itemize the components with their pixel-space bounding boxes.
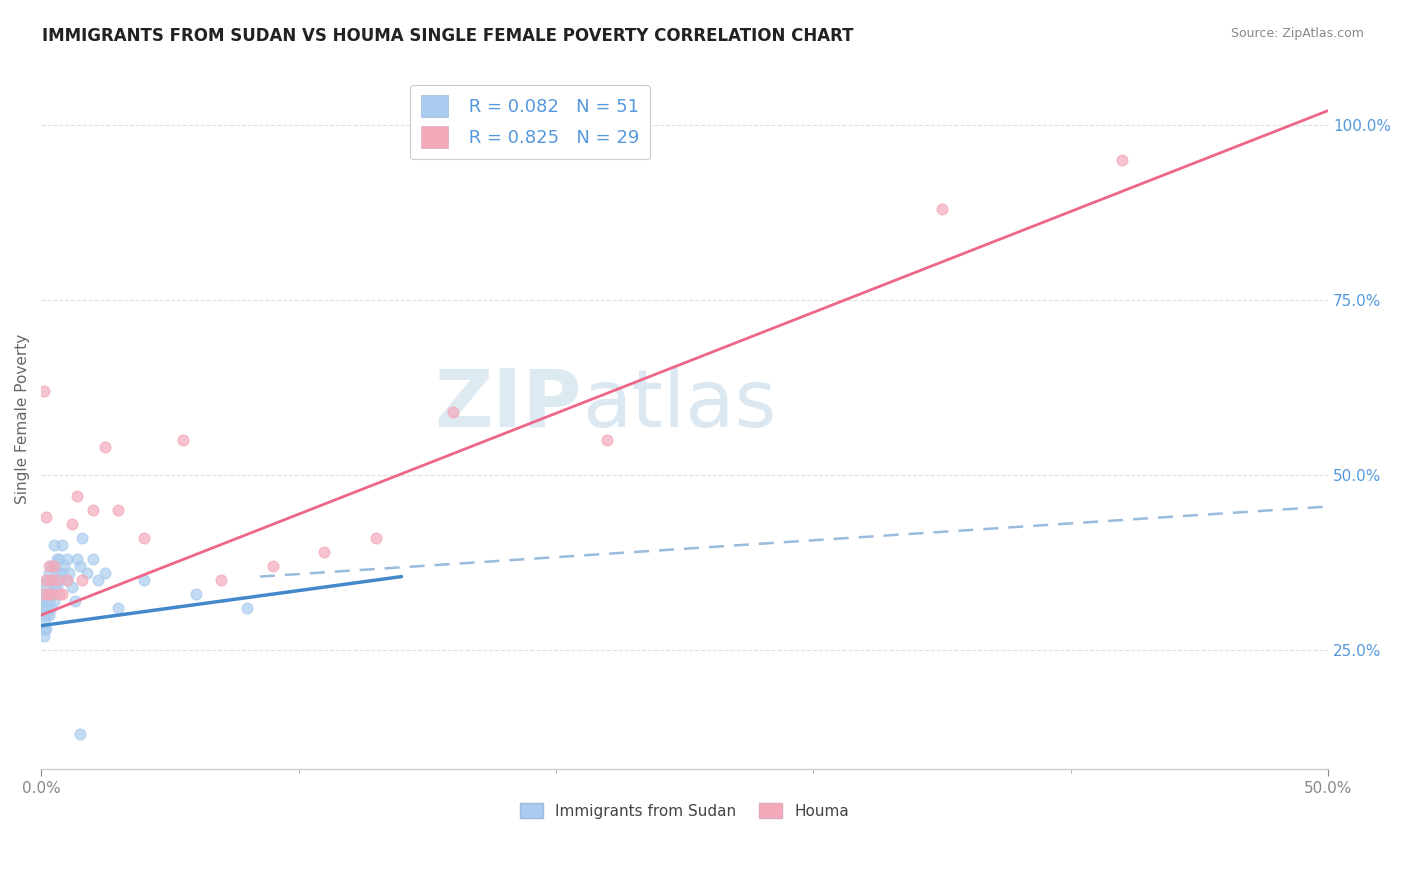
Text: ZIP: ZIP xyxy=(434,366,582,444)
Point xyxy=(35,573,58,587)
Point xyxy=(35,573,58,587)
Point xyxy=(931,202,953,216)
Point xyxy=(63,594,86,608)
Point xyxy=(35,510,58,524)
Point xyxy=(66,489,89,503)
Point xyxy=(32,601,55,615)
Point xyxy=(35,601,58,615)
Point xyxy=(184,587,207,601)
Point xyxy=(35,594,58,608)
Point xyxy=(262,559,284,574)
Point xyxy=(51,538,73,552)
Point xyxy=(42,559,65,574)
Point xyxy=(132,573,155,587)
Point xyxy=(38,608,60,623)
Point xyxy=(45,552,67,566)
Point xyxy=(172,433,194,447)
Point xyxy=(38,566,60,580)
Point xyxy=(69,559,91,574)
Point xyxy=(48,573,70,587)
Point xyxy=(42,559,65,574)
Point xyxy=(41,587,63,601)
Point xyxy=(94,566,117,580)
Point xyxy=(41,601,63,615)
Point xyxy=(45,566,67,580)
Point xyxy=(364,531,387,545)
Point xyxy=(94,440,117,454)
Point xyxy=(87,573,110,587)
Point xyxy=(41,573,63,587)
Point xyxy=(38,559,60,574)
Point xyxy=(60,516,83,531)
Point xyxy=(1111,153,1133,167)
Point xyxy=(32,615,55,629)
Point xyxy=(48,552,70,566)
Point xyxy=(42,594,65,608)
Point xyxy=(107,503,129,517)
Text: atlas: atlas xyxy=(582,366,776,444)
Point xyxy=(69,727,91,741)
Point xyxy=(48,587,70,601)
Point xyxy=(60,580,83,594)
Text: Source: ZipAtlas.com: Source: ZipAtlas.com xyxy=(1230,27,1364,40)
Point xyxy=(45,573,67,587)
Point xyxy=(42,538,65,552)
Point xyxy=(41,559,63,574)
Point xyxy=(38,587,60,601)
Point xyxy=(56,573,79,587)
Legend: Immigrants from Sudan, Houma: Immigrants from Sudan, Houma xyxy=(515,797,855,825)
Point xyxy=(32,622,55,636)
Point xyxy=(82,552,104,566)
Point xyxy=(236,601,259,615)
Point xyxy=(441,405,464,419)
Point xyxy=(314,545,336,559)
Point xyxy=(35,608,58,623)
Point xyxy=(42,580,65,594)
Point xyxy=(51,587,73,601)
Point xyxy=(41,587,63,601)
Point xyxy=(41,573,63,587)
Point xyxy=(66,552,89,566)
Point xyxy=(596,433,619,447)
Point xyxy=(45,580,67,594)
Point xyxy=(32,608,55,623)
Point xyxy=(32,384,55,398)
Point xyxy=(58,566,80,580)
Y-axis label: Single Female Poverty: Single Female Poverty xyxy=(15,334,30,504)
Point xyxy=(53,559,76,574)
Point xyxy=(56,552,79,566)
Point xyxy=(82,503,104,517)
Point xyxy=(32,629,55,643)
Point xyxy=(132,531,155,545)
Point xyxy=(107,601,129,615)
Point xyxy=(72,573,94,587)
Point xyxy=(76,566,98,580)
Point xyxy=(56,573,79,587)
Point xyxy=(209,573,232,587)
Point xyxy=(38,587,60,601)
Point xyxy=(51,566,73,580)
Point xyxy=(32,587,55,601)
Point xyxy=(32,587,55,601)
Point xyxy=(72,531,94,545)
Point xyxy=(38,573,60,587)
Text: IMMIGRANTS FROM SUDAN VS HOUMA SINGLE FEMALE POVERTY CORRELATION CHART: IMMIGRANTS FROM SUDAN VS HOUMA SINGLE FE… xyxy=(42,27,853,45)
Point xyxy=(35,580,58,594)
Point xyxy=(32,594,55,608)
Point xyxy=(38,594,60,608)
Point xyxy=(35,622,58,636)
